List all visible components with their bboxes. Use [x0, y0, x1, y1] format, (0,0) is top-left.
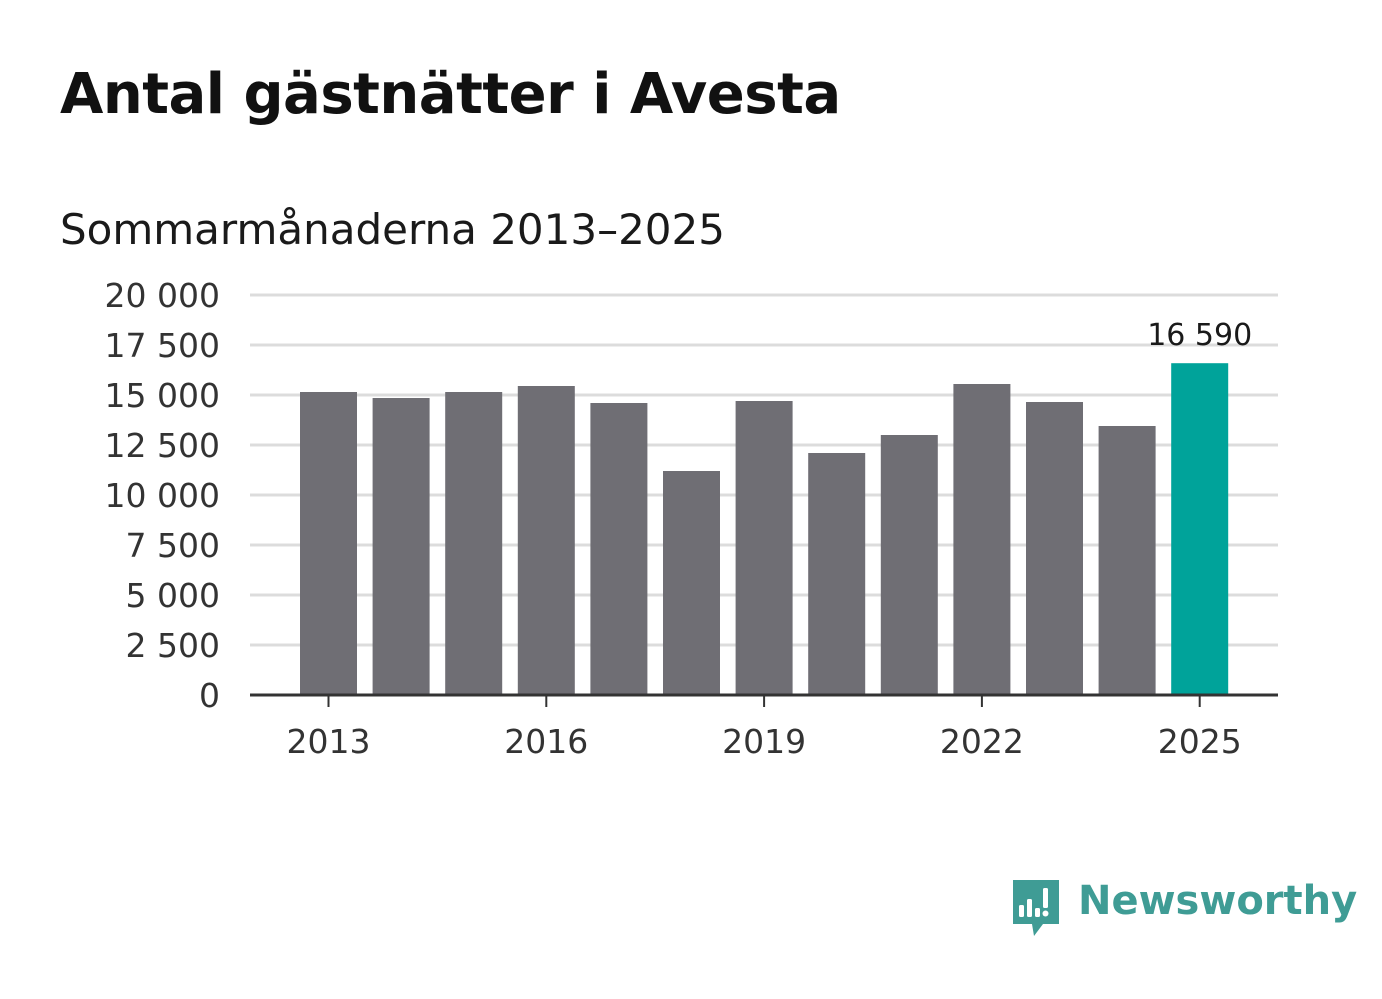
y-tick-label: 0	[199, 676, 220, 715]
chart-title: Antal gästnätter i Avesta	[60, 62, 841, 127]
bar-2014	[372, 398, 430, 695]
x-tick-label: 2025	[1158, 722, 1242, 761]
y-tick-label: 5 000	[126, 576, 220, 615]
y-tick-label: 12 500	[105, 426, 220, 465]
bar-2013	[300, 392, 357, 695]
x-tick-label: 2019	[722, 722, 806, 761]
y-axis-labels: 0 2 500 5 000 7 500 10 000 12 500 15 000 17 500…	[105, 276, 220, 715]
newsworthy-logo-icon	[1013, 880, 1059, 936]
y-tick-label: 17 500	[105, 326, 220, 365]
chart-subtitle: Sommarmånaderna 2013–2025	[60, 205, 725, 254]
bar-2017	[590, 403, 648, 695]
bar-2022	[953, 384, 1011, 695]
y-tick-label: 10 000	[105, 476, 220, 515]
x-tick-label: 2022	[940, 722, 1024, 761]
annotations: 16 590	[1147, 318, 1252, 353]
x-axis-labels: 2013 2016 2019 2022 2025	[287, 722, 1242, 761]
bar-2023	[1026, 402, 1083, 695]
brand-name: Newsworthy	[1078, 878, 1358, 924]
y-tick-label: 7 500	[126, 526, 220, 565]
x-tick-label: 2013	[287, 722, 371, 761]
brand-logo: Newsworthy	[1010, 878, 1357, 940]
bars	[300, 363, 1229, 695]
y-tick-label: 15 000	[105, 376, 220, 415]
bar-2021	[880, 435, 938, 695]
bar-2019	[735, 401, 793, 695]
x-axis	[250, 693, 1278, 707]
bar-2024	[1098, 426, 1156, 695]
x-tick-label: 2016	[504, 722, 588, 761]
highlight-value-label: 16 590	[1147, 318, 1252, 353]
bar-2015	[445, 392, 503, 695]
bar-2016	[517, 386, 575, 695]
y-tick-label: 2 500	[126, 626, 220, 665]
bar-2020	[808, 453, 866, 695]
bar-2018	[663, 471, 720, 695]
bar-2025	[1171, 363, 1229, 695]
y-tick-label: 20 000	[105, 276, 220, 315]
